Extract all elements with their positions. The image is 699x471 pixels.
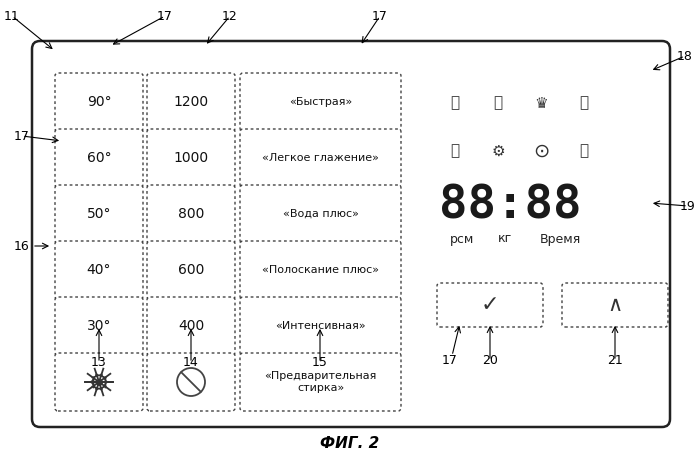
- FancyBboxPatch shape: [32, 41, 670, 427]
- Text: 60°: 60°: [87, 151, 111, 165]
- Text: 15: 15: [312, 357, 328, 370]
- Text: 40°: 40°: [87, 263, 111, 277]
- FancyBboxPatch shape: [240, 241, 401, 299]
- Text: 🔑: 🔑: [579, 144, 589, 159]
- FancyBboxPatch shape: [240, 185, 401, 243]
- Text: 88:88: 88:88: [439, 184, 582, 228]
- FancyBboxPatch shape: [147, 241, 235, 299]
- FancyBboxPatch shape: [55, 353, 143, 411]
- Text: 17: 17: [442, 355, 458, 367]
- Text: 90°: 90°: [87, 95, 111, 109]
- Text: «Интенсивная»: «Интенсивная»: [275, 321, 366, 331]
- FancyBboxPatch shape: [240, 129, 401, 187]
- Text: 16: 16: [14, 239, 30, 252]
- Text: 600: 600: [178, 263, 204, 277]
- Text: ⊙: ⊙: [533, 141, 549, 161]
- Text: «Предварительная
стирка»: «Предварительная стирка»: [264, 371, 377, 393]
- Text: 18: 18: [677, 49, 693, 63]
- Text: ♛: ♛: [534, 96, 548, 111]
- Text: рсм: рсм: [450, 233, 474, 245]
- FancyBboxPatch shape: [55, 297, 143, 355]
- Text: 30°: 30°: [87, 319, 111, 333]
- FancyBboxPatch shape: [147, 73, 235, 131]
- Text: ⚙: ⚙: [491, 144, 505, 159]
- FancyBboxPatch shape: [562, 283, 668, 327]
- Text: 400: 400: [178, 319, 204, 333]
- Text: кг: кг: [498, 233, 512, 245]
- Text: 17: 17: [14, 130, 30, 143]
- Text: 11: 11: [4, 9, 20, 23]
- Text: 14: 14: [183, 357, 199, 370]
- Text: «Легкое глажение»: «Легкое глажение»: [262, 153, 379, 163]
- FancyBboxPatch shape: [55, 241, 143, 299]
- FancyBboxPatch shape: [437, 283, 543, 327]
- Text: 🍲: 🍲: [493, 96, 503, 111]
- Text: 17: 17: [372, 9, 388, 23]
- Text: 12: 12: [222, 9, 238, 23]
- Text: 19: 19: [680, 200, 696, 212]
- Text: 50°: 50°: [87, 207, 111, 221]
- FancyBboxPatch shape: [55, 73, 143, 131]
- Text: 20: 20: [482, 355, 498, 367]
- FancyBboxPatch shape: [240, 353, 401, 411]
- Text: ∧: ∧: [607, 295, 623, 315]
- FancyBboxPatch shape: [240, 297, 401, 355]
- FancyBboxPatch shape: [240, 73, 401, 131]
- Text: 1200: 1200: [173, 95, 208, 109]
- Text: Время: Время: [540, 233, 581, 245]
- FancyBboxPatch shape: [147, 297, 235, 355]
- Text: 1000: 1000: [173, 151, 208, 165]
- FancyBboxPatch shape: [55, 185, 143, 243]
- Text: 17: 17: [157, 9, 173, 23]
- FancyBboxPatch shape: [147, 353, 235, 411]
- FancyBboxPatch shape: [55, 129, 143, 187]
- Text: «Полоскание плюс»: «Полоскание плюс»: [262, 265, 379, 275]
- Text: 🌀: 🌀: [579, 96, 589, 111]
- Text: ✓: ✓: [481, 295, 499, 315]
- Text: 21: 21: [607, 355, 623, 367]
- Text: 13: 13: [91, 357, 107, 370]
- Text: «Быстрая»: «Быстрая»: [289, 97, 352, 107]
- Text: ⏻: ⏻: [450, 96, 459, 111]
- FancyBboxPatch shape: [147, 129, 235, 187]
- FancyBboxPatch shape: [147, 185, 235, 243]
- Text: ФИГ. 2: ФИГ. 2: [320, 436, 379, 450]
- Text: «Вода плюс»: «Вода плюс»: [282, 209, 359, 219]
- Text: 800: 800: [178, 207, 204, 221]
- Text: 🚿: 🚿: [450, 144, 459, 159]
